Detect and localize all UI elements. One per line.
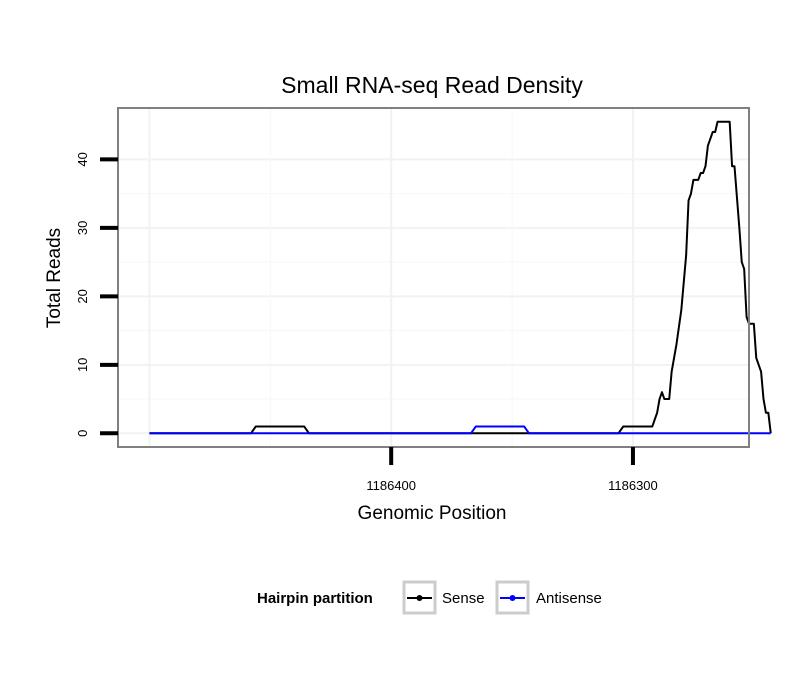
plot-border [117, 107, 750, 448]
legend-dot-antisense [509, 595, 516, 601]
y-axis-title: Total Reads [44, 228, 65, 328]
y-tick-label: 0 [75, 430, 90, 437]
legend-item-sense: Sense [402, 580, 485, 615]
series-line-sense [149, 120, 772, 435]
chart-title: Small RNA-seq Read Density [281, 72, 583, 98]
y-tick-label: 10 [75, 358, 90, 372]
grid [118, 108, 749, 447]
y-axis-ticks: 0 10 20 30 40 [75, 152, 118, 437]
x-tick-label: 1186400 [366, 478, 416, 493]
plot-background [118, 108, 749, 447]
y-tick-label: 20 [75, 289, 90, 303]
legend-title: Hairpin partition [257, 590, 373, 607]
legend-label-sense: Sense [442, 590, 485, 607]
series-layer [149, 120, 772, 435]
x-tick-label: 1186300 [608, 478, 658, 493]
x-axis-title: Genomic Position [358, 503, 507, 524]
legend-label-antisense: Antisense [536, 590, 602, 607]
legend-item-antisense: Antisense [495, 580, 602, 615]
x-axis-ticks: 1186400 1186300 [366, 447, 658, 493]
legend: Hairpin partition Sense Antisense [257, 580, 602, 615]
series-line-antisense [149, 425, 771, 435]
y-tick-label: 40 [75, 152, 90, 166]
legend-dot-sense [416, 595, 423, 601]
y-tick-label: 30 [75, 221, 90, 235]
